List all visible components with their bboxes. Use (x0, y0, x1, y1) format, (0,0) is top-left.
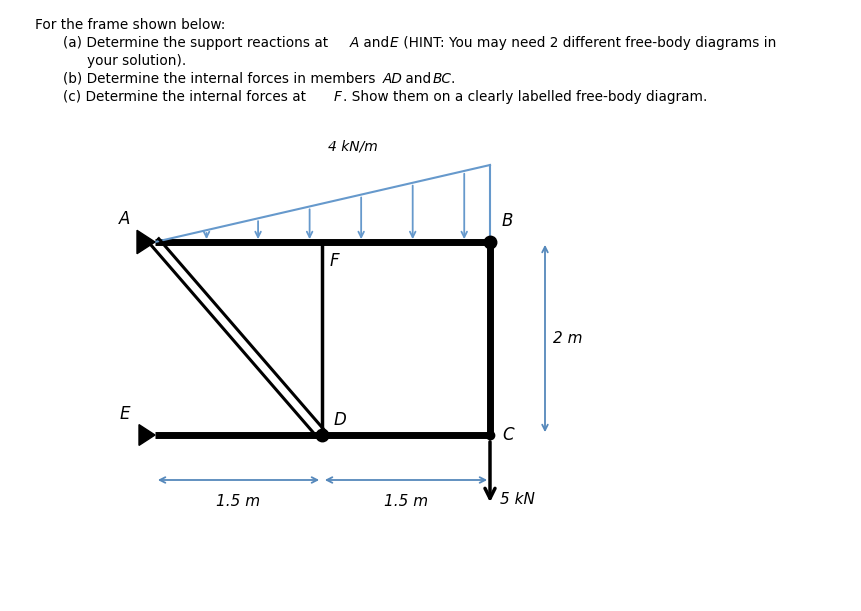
Text: D: D (333, 411, 346, 429)
Polygon shape (139, 425, 155, 445)
Text: E: E (389, 36, 398, 50)
Text: 1.5 m: 1.5 m (216, 494, 260, 509)
Text: .: . (450, 72, 455, 86)
Text: F: F (333, 90, 342, 104)
Text: . Show them on a clearly labelled free-body diagram.: . Show them on a clearly labelled free-b… (343, 90, 707, 104)
Text: A: A (119, 210, 131, 228)
Text: (a) Determine the support reactions at: (a) Determine the support reactions at (63, 36, 332, 50)
Text: (b) Determine the internal forces in members: (b) Determine the internal forces in mem… (63, 72, 380, 86)
Text: and: and (400, 72, 435, 86)
Text: For the frame shown below:: For the frame shown below: (35, 18, 225, 32)
Text: B: B (501, 212, 513, 230)
Text: and: and (358, 36, 393, 50)
Text: C: C (501, 426, 513, 444)
Text: BC: BC (432, 72, 451, 86)
Text: A: A (350, 36, 359, 50)
Text: 5 kN: 5 kN (499, 491, 535, 507)
Text: E: E (120, 405, 130, 423)
Text: AD: AD (382, 72, 402, 86)
Text: (c) Determine the internal forces at: (c) Determine the internal forces at (63, 90, 310, 104)
Polygon shape (137, 230, 155, 254)
Text: your solution).: your solution). (87, 54, 186, 68)
Text: 4 kN/m: 4 kN/m (327, 139, 377, 153)
Text: (HINT: You may need 2 different free-body diagrams in: (HINT: You may need 2 different free-bod… (399, 36, 776, 50)
Text: 1.5 m: 1.5 m (383, 494, 428, 509)
Text: F: F (330, 252, 339, 270)
Text: 2 m: 2 m (553, 331, 582, 346)
